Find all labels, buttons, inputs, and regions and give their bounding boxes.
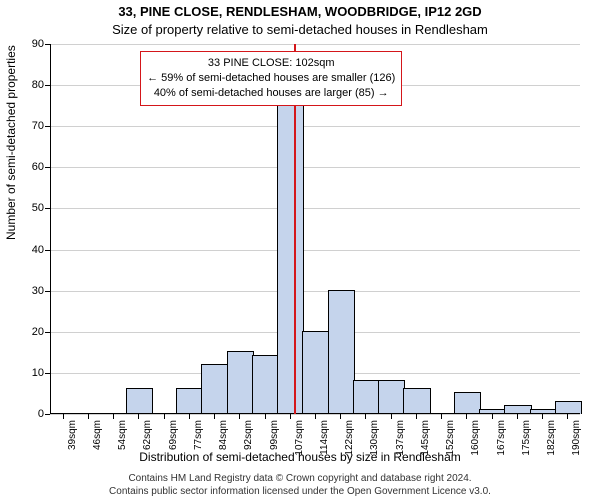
x-tick-label: 152sqm xyxy=(445,420,456,456)
x-tick-mark xyxy=(466,414,467,419)
histogram-bar xyxy=(277,105,304,414)
gridline xyxy=(50,291,580,292)
y-tick-label: 30 xyxy=(32,285,44,297)
x-axis xyxy=(50,413,580,414)
annotation-line: 40% of semi-detached houses are larger (… xyxy=(147,86,395,101)
x-tick-mark xyxy=(88,414,89,419)
histogram-bar xyxy=(176,388,203,414)
x-tick-mark xyxy=(138,414,139,419)
x-tick-label: 145sqm xyxy=(420,420,431,456)
x-tick-mark xyxy=(113,414,114,419)
histogram-bar xyxy=(201,364,228,414)
gridline xyxy=(50,208,580,209)
x-tick-label: 130sqm xyxy=(369,420,380,456)
x-tick-label: 69sqm xyxy=(168,420,179,450)
annotation-box: 33 PINE CLOSE: 102sqm← 59% of semi-detac… xyxy=(140,51,402,106)
gridline xyxy=(50,44,580,45)
x-tick-label: 167sqm xyxy=(496,420,507,456)
x-tick-mark xyxy=(189,414,190,419)
annotation-line: ← 59% of semi-detached houses are smalle… xyxy=(147,71,395,86)
histogram-bar xyxy=(378,380,405,414)
histogram-bar xyxy=(302,331,329,414)
histogram-bar xyxy=(353,380,380,414)
x-tick-mark xyxy=(290,414,291,419)
x-tick-mark xyxy=(391,414,392,419)
gridline xyxy=(50,167,580,168)
y-axis-label: Number of semi-detached properties xyxy=(4,45,18,240)
histogram-bar xyxy=(403,388,430,414)
x-tick-label: 175sqm xyxy=(521,420,532,456)
x-tick-mark xyxy=(542,414,543,419)
x-tick-label: 190sqm xyxy=(571,420,582,456)
x-tick-label: 99sqm xyxy=(269,420,280,450)
histogram-bar xyxy=(454,392,481,414)
y-tick-label: 20 xyxy=(32,326,44,338)
x-tick-mark xyxy=(340,414,341,419)
y-tick-label: 40 xyxy=(32,244,44,256)
x-tick-mark xyxy=(315,414,316,419)
y-tick-label: 90 xyxy=(32,38,44,50)
x-tick-label: 122sqm xyxy=(344,420,355,456)
chart-container: 33, PINE CLOSE, RENDLESHAM, WOODBRIDGE, … xyxy=(0,0,600,500)
histogram-bar xyxy=(227,351,254,414)
x-tick-label: 62sqm xyxy=(142,420,153,450)
plot-area: 010203040506070809039sqm46sqm54sqm62sqm6… xyxy=(50,44,580,414)
x-tick-label: 107sqm xyxy=(294,420,305,456)
histogram-bar xyxy=(126,388,153,414)
x-tick-mark xyxy=(567,414,568,419)
x-tick-label: 39sqm xyxy=(67,420,78,450)
x-tick-mark xyxy=(214,414,215,419)
y-axis xyxy=(50,44,51,414)
x-tick-label: 114sqm xyxy=(319,420,330,455)
gridline xyxy=(50,126,580,127)
x-tick-mark xyxy=(517,414,518,419)
x-tick-mark xyxy=(239,414,240,419)
histogram-bar xyxy=(252,355,279,414)
gridline xyxy=(50,250,580,251)
x-tick-label: 77sqm xyxy=(193,420,204,450)
x-tick-mark xyxy=(492,414,493,419)
x-tick-mark xyxy=(63,414,64,419)
x-tick-label: 54sqm xyxy=(117,420,128,450)
x-tick-mark xyxy=(416,414,417,419)
histogram-bar xyxy=(328,290,355,414)
y-tick-mark xyxy=(45,414,50,415)
x-tick-mark xyxy=(365,414,366,419)
x-tick-mark xyxy=(164,414,165,419)
footnote: Contains HM Land Registry data © Crown c… xyxy=(0,473,600,498)
chart-title-line2: Size of property relative to semi-detach… xyxy=(0,22,600,37)
y-tick-label: 10 xyxy=(32,367,44,379)
x-tick-mark xyxy=(265,414,266,419)
y-tick-label: 0 xyxy=(38,408,44,420)
x-tick-label: 84sqm xyxy=(218,420,229,450)
x-tick-label: 137sqm xyxy=(395,420,406,456)
annotation-line: 33 PINE CLOSE: 102sqm xyxy=(147,56,395,71)
chart-title-line1: 33, PINE CLOSE, RENDLESHAM, WOODBRIDGE, … xyxy=(0,4,600,19)
x-tick-label: 46sqm xyxy=(92,420,103,450)
footnote-line2: Contains public sector information licen… xyxy=(109,486,491,497)
y-tick-label: 50 xyxy=(32,202,44,214)
x-tick-label: 160sqm xyxy=(470,420,481,456)
footnote-line1: Contains HM Land Registry data © Crown c… xyxy=(128,473,471,484)
x-tick-mark xyxy=(441,414,442,419)
x-tick-label: 92sqm xyxy=(243,420,254,450)
y-tick-label: 60 xyxy=(32,161,44,173)
histogram-bar xyxy=(555,401,582,414)
y-tick-label: 80 xyxy=(32,79,44,91)
y-tick-label: 70 xyxy=(32,120,44,132)
x-tick-label: 182sqm xyxy=(546,420,557,456)
